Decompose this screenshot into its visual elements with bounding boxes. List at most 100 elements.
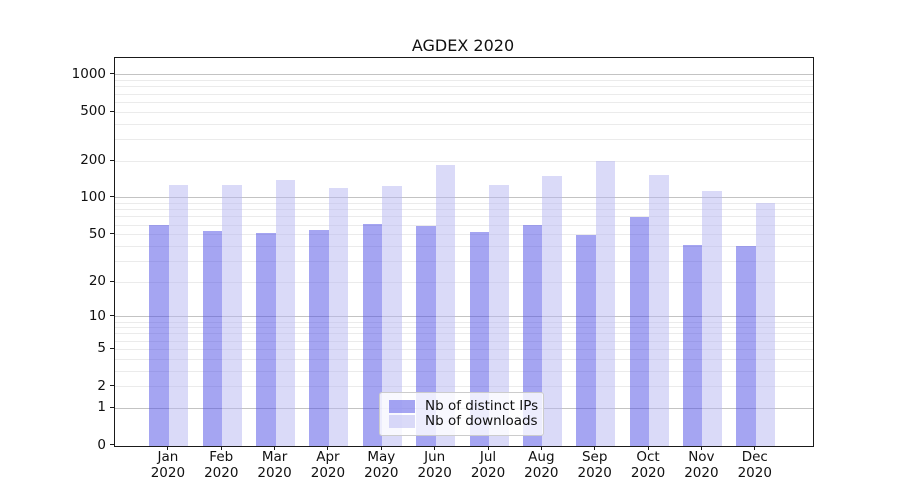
x-tick-mark [380,445,382,450]
y-tick-mark [110,385,114,387]
grid-minor-line [115,386,813,388]
y-tick-label: 1 [97,399,106,416]
bar-downloads-jan [168,184,189,446]
grid-minor-line [115,209,813,211]
y-tick-mark [110,347,114,349]
y-tick-mark [110,406,114,408]
bar-distinct-ips-oct [629,216,650,446]
y-tick-label: 200 [80,152,106,169]
grid-minor-line [115,234,813,236]
bar-distinct-ips-jan [149,225,169,446]
x-tick-label-jan: Jan 2020 [150,449,186,481]
x-tick-label-aug: Aug 2020 [524,449,559,481]
grid-minor-line [115,216,813,218]
y-tick-mark [110,196,114,198]
legend: Nb of distinct IPs Nb of downloads [379,391,544,436]
y-tick-mark [110,444,114,445]
x-tick-label-nov: Nov 2020 [684,449,719,481]
x-tick-mark [540,445,542,450]
bar-downloads-aug [542,176,562,446]
x-tick-mark [647,445,649,450]
bar-distinct-ips-dec [736,246,756,446]
grid-minor-line [115,245,813,247]
bar-downloads-jul [489,185,509,446]
legend-item-downloads: Nb of downloads [389,413,538,429]
bar-downloads-mar [275,180,296,446]
y-tick-label: 500 [80,103,106,120]
bar-distinct-ips-jun [416,225,436,446]
y-tick-label: 2 [97,377,106,394]
legend-item-distinct-ips: Nb of distinct IPs [389,398,538,414]
grid-major-line [115,316,813,318]
legend-swatch-distinct-ips-icon [389,399,415,413]
y-tick-label: 50 [88,225,106,242]
x-tick-label-feb: Feb 2020 [204,449,239,481]
x-tick-mark [434,445,436,450]
x-tick-label-dec: Dec 2020 [737,449,772,481]
x-tick-label-oct: Oct 2020 [630,449,666,481]
x-tick-label-may: May 2020 [364,449,399,481]
bar-downloads-feb [222,184,242,446]
bar-downloads-dec [755,202,776,446]
grid-minor-line [115,123,813,125]
y-tick-label: 5 [97,340,106,357]
bar-distinct-ips-sep [576,234,596,446]
y-tick-mark [110,110,114,112]
y-tick-mark [110,280,114,282]
x-tick-mark [594,445,596,450]
plot-area [114,57,814,447]
y-tick-mark [110,315,114,317]
y-tick-label: 0 [97,436,106,453]
x-tick-mark [220,445,222,450]
y-tick-label: 20 [88,273,106,290]
bar-downloads-jun [435,165,456,446]
bar-distinct-ips-aug [522,225,543,446]
grid-minor-line [115,340,813,342]
grid-minor-line [115,93,813,95]
y-tick-mark [110,73,114,75]
x-tick-mark [487,445,489,450]
x-tick-label-sep: Sep 2020 [577,449,612,481]
x-tick-mark [327,445,329,450]
legend-label-downloads: Nb of downloads [425,413,538,429]
bar-distinct-ips-mar [256,232,276,446]
x-tick-mark [167,445,169,450]
bar-distinct-ips-may [362,224,383,446]
bar-distinct-ips-nov [682,245,703,446]
grid-major-line [115,197,813,199]
grid-minor-line [115,86,813,88]
grid-minor-line [115,281,813,283]
grid-minor-line [115,111,813,113]
grid-minor-line [115,321,813,323]
bar-downloads-apr [328,188,349,446]
x-tick-mark [274,445,276,450]
x-tick-label-apr: Apr 2020 [310,449,346,481]
bar-distinct-ips-feb [202,230,223,446]
bar-distinct-ips-apr [309,229,329,446]
grid-minor-line [115,348,813,350]
bar-downloads-may [382,185,402,446]
x-tick-label-jul: Jul 2020 [470,449,506,481]
grid-minor-line [115,101,813,103]
y-tick-label: 100 [80,188,106,205]
x-tick-label-mar: Mar 2020 [257,449,292,481]
grid-minor-line [115,333,813,335]
y-tick-label: 1000 [71,65,106,82]
grid-minor-line [115,80,813,82]
grid-minor-line [115,370,813,372]
bar-downloads-sep [595,161,616,446]
grid-minor-line [115,260,813,262]
x-tick-label-jun: Jun 2020 [417,449,452,481]
grid-major-line [115,74,813,76]
chart-title: AGDEX 2020 [411,36,515,55]
bar-downloads-oct [649,174,669,446]
y-tick-mark [110,159,114,161]
grid-minor-line [115,358,813,360]
x-tick-mark [700,445,702,450]
grid-minor-line [115,138,813,140]
bar-downloads-nov [702,191,722,446]
grid-minor-line [115,224,813,226]
grid-minor-line [115,160,813,162]
grid-minor-line [115,203,813,205]
